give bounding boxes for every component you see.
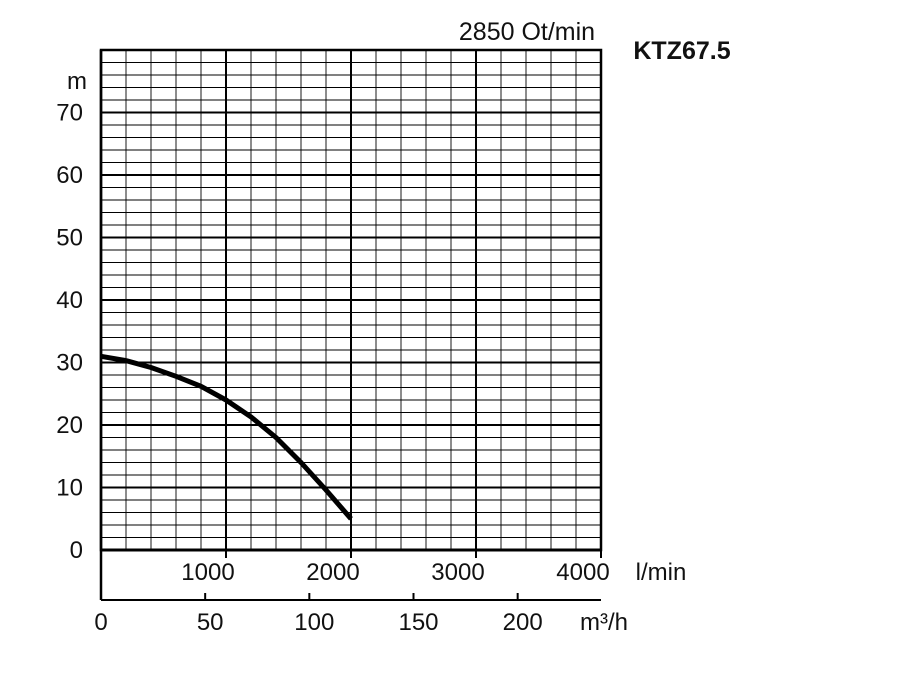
y-tick-label: 40 — [56, 287, 83, 314]
chart-title: KTZ67.5 — [633, 37, 730, 65]
y-tick-label: 70 — [56, 100, 83, 127]
y-tick-label: 60 — [56, 162, 83, 189]
x2-tick-label: 0 — [94, 609, 107, 636]
x-axis-unit-secondary: m³/h — [580, 609, 628, 636]
y-tick-label: 10 — [56, 475, 83, 502]
x-tick-label: 1000 — [181, 559, 234, 586]
y-tick-label: 20 — [56, 412, 83, 439]
curve-layer — [100, 353, 353, 521]
x-tick-label: 2000 — [306, 559, 359, 586]
x2-tick-label: 100 — [294, 609, 334, 636]
x-tick-labels: 1000 2000 3000 4000 — [181, 559, 609, 586]
y-tick-label: 50 — [56, 225, 83, 252]
x-tick-label: 4000 — [556, 559, 609, 586]
x-tick-labels-secondary: 0 50 100 150 200 — [94, 609, 542, 636]
y-tick-labels: 0 10 20 30 40 50 60 70 — [56, 100, 83, 565]
y-tick-label: 30 — [56, 350, 83, 377]
x-tick-label: 3000 — [431, 559, 484, 586]
series-line — [100, 353, 353, 521]
x-axis-unit-primary: l/min — [636, 559, 687, 586]
x2-tick-label: 200 — [503, 609, 543, 636]
x2-tick-label: 50 — [197, 609, 224, 636]
y-axis-unit-label: m — [67, 68, 87, 95]
x2-tick-label: 150 — [398, 609, 438, 636]
grid — [99, 48, 603, 601]
y-tick-label: 0 — [70, 537, 83, 564]
speed-label: 2850 Ot/min — [459, 18, 595, 46]
